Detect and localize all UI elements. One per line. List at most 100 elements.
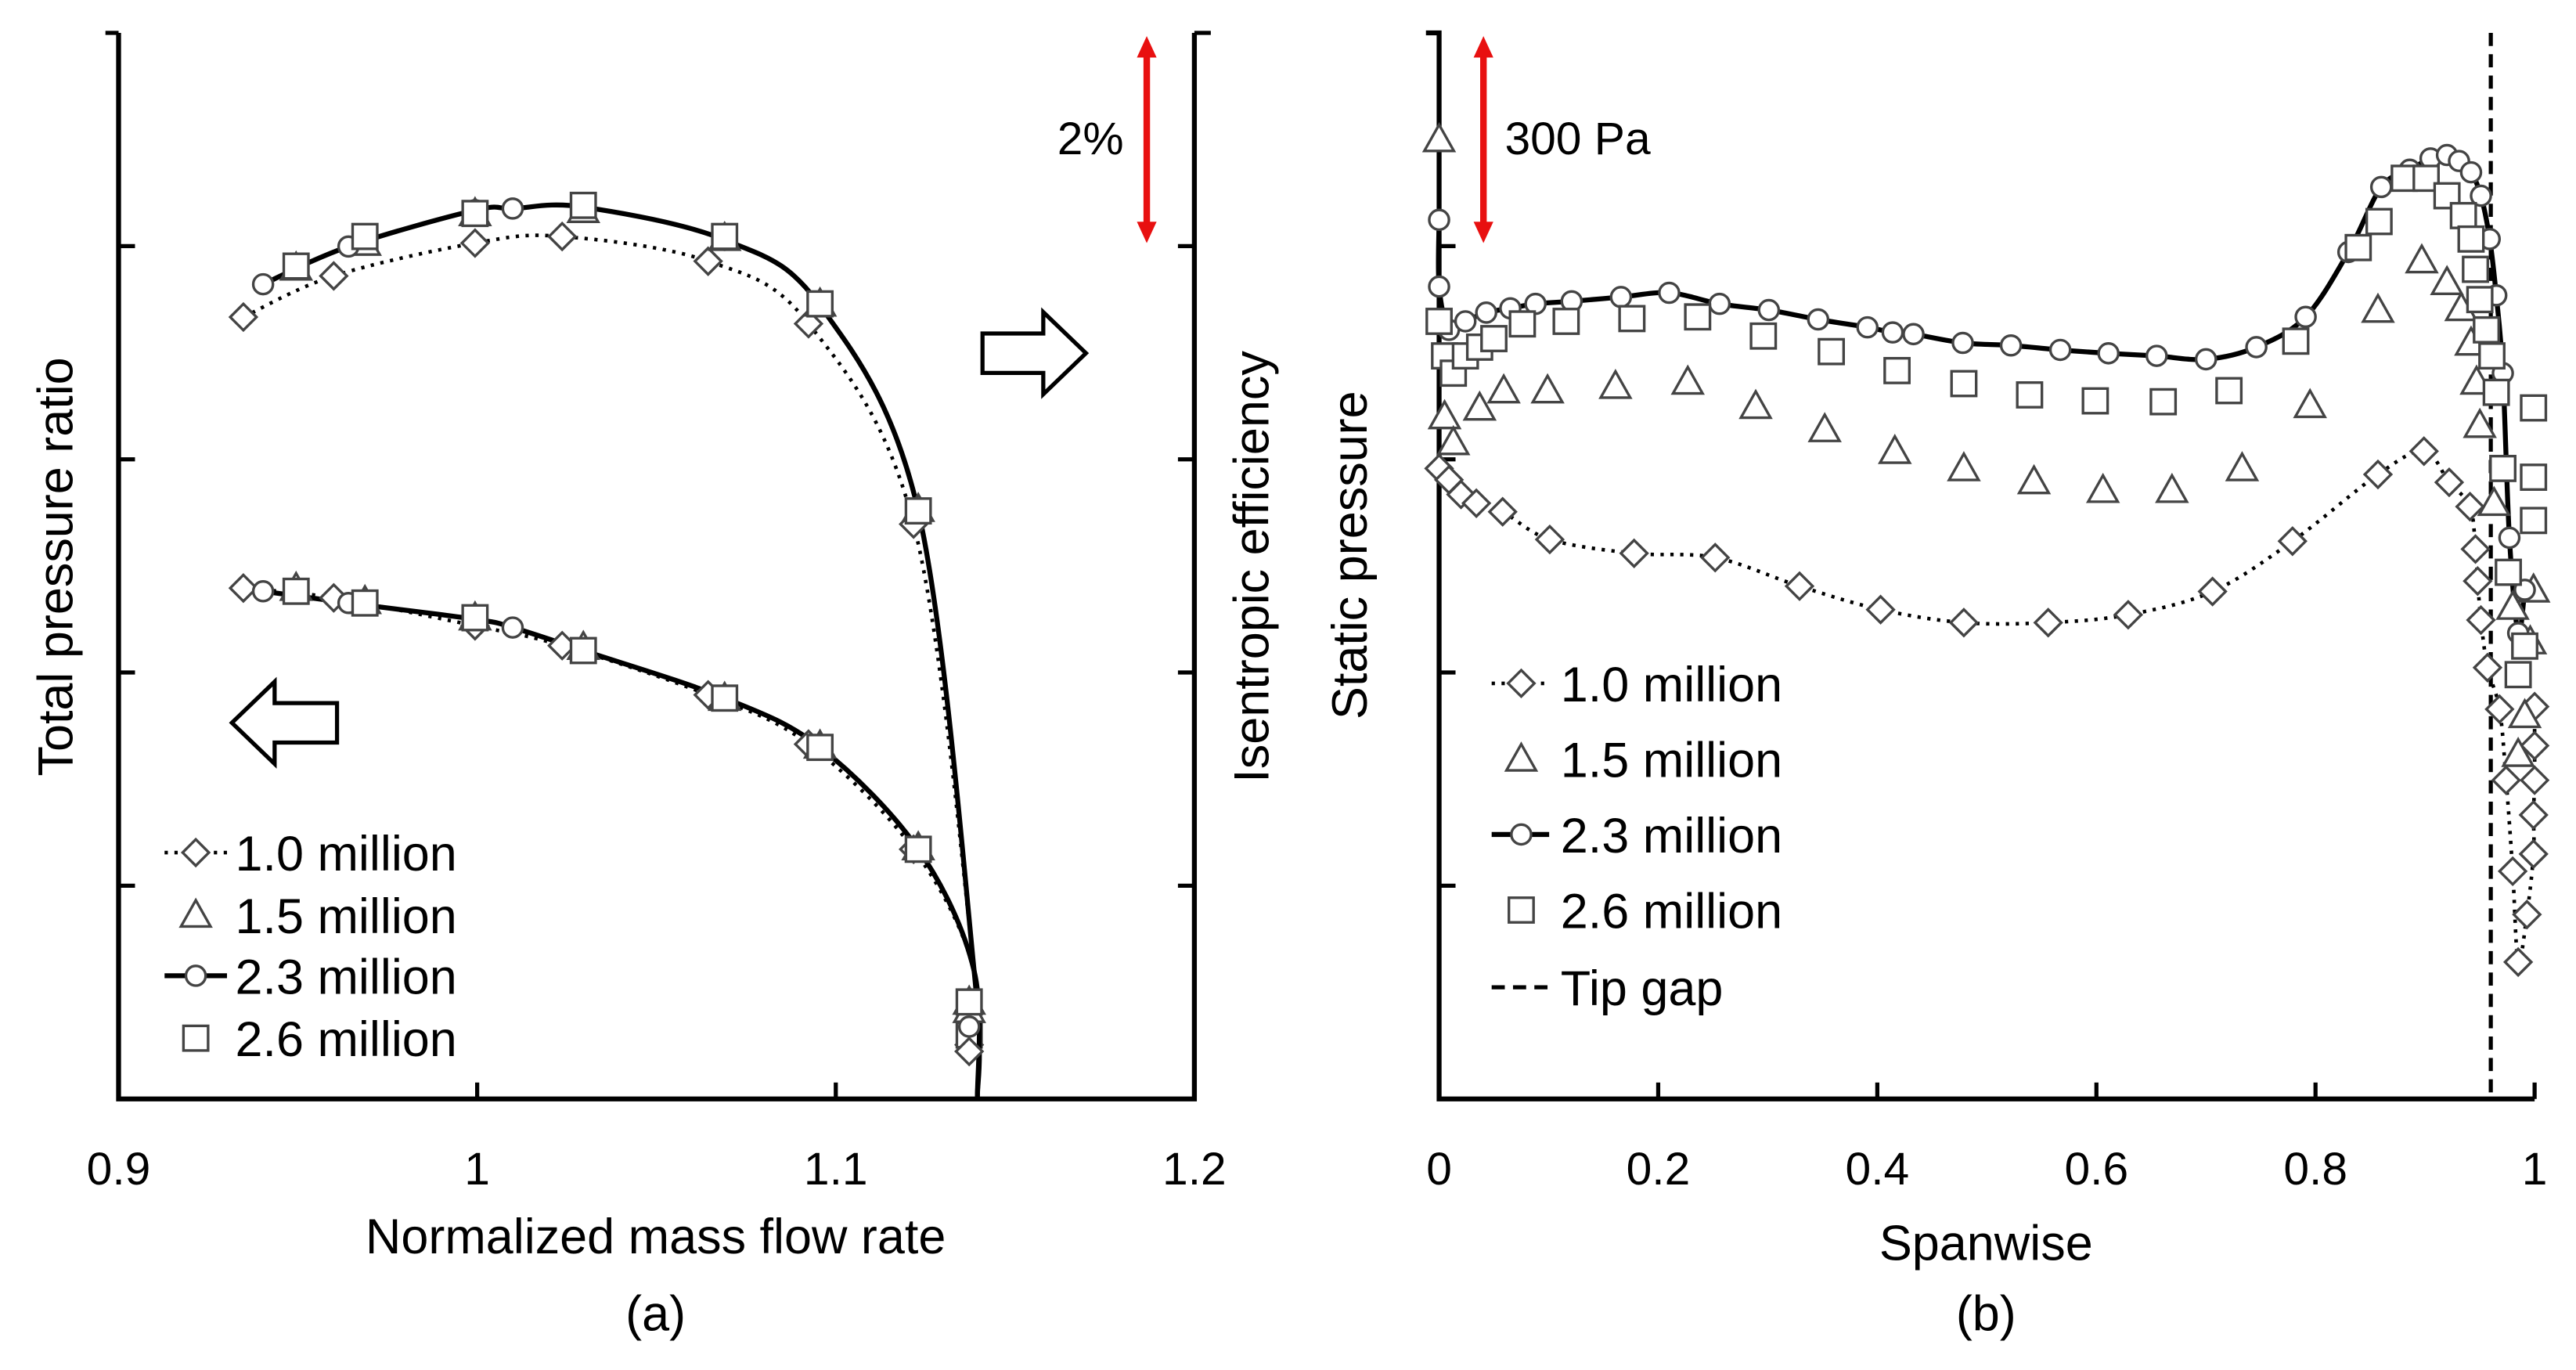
legend-label: Tip gap [1561,961,1724,1016]
data-point-square [2365,207,2393,236]
data-point-circle [1807,308,1830,331]
data-point-diamond [228,301,259,333]
series [1421,121,2551,978]
data-point-square [1684,303,1712,331]
data-point-circle [2498,526,2521,550]
data-point-square [461,200,489,228]
legend-marker-circle [1510,823,1533,846]
arrow-head-up-icon [1473,36,1493,58]
data-point-diamond [2455,491,2485,522]
data-point-diamond [459,228,491,258]
data-point-diamond [2512,900,2542,930]
legend-label: 2.6 million [1561,885,1782,939]
arrow-right-icon [980,307,1090,399]
data-point-triangle [2495,589,2530,620]
data-point-circle [501,616,524,639]
data-point-square [955,988,983,1016]
data-point-circle [2294,305,2317,329]
data-point-square [1818,337,1846,366]
data-point-square [2344,233,2372,261]
data-point-diamond [2497,856,2528,887]
arrow-head-down-icon [1137,222,1157,243]
data-point-circle [2369,175,2393,199]
legend-marker-diamond [1506,668,1537,699]
legend-marker-square [1508,896,1535,924]
data-point-diamond [2502,946,2534,978]
data-point-triangle [2405,243,2439,274]
legend-label: 2.3 million [1561,809,1782,863]
data-point-square [2433,182,2461,210]
data-point-circle [1951,331,1974,355]
data-point-circle [1757,298,1781,322]
data-point-diamond [954,1036,985,1067]
data-point-circle [2459,160,2483,184]
y-axis-title: Static pressure [1323,391,1378,719]
data-point-diamond [2484,694,2515,725]
data-point-diamond [2463,566,2493,597]
data-point-square [2016,381,2044,409]
panel-caption: (b) [1956,1287,2016,1342]
data-point-diamond [1865,594,1896,625]
axes-frame [1425,30,2535,1101]
data-point-square [2495,558,2522,586]
data-point-triangle [1947,451,1981,481]
data-point-square [2482,378,2510,406]
legend-label: 2.6 million [235,1012,456,1067]
data-point-triangle [1670,364,1706,395]
data-point-triangle [1878,434,1912,464]
data-point-diamond [2460,534,2491,564]
arrow-left-icon [229,676,340,769]
data-point-circle [1428,208,1450,232]
data-point-square [1552,308,1580,335]
data-point-diamond [1534,524,1565,555]
scale-arrow-2pct [1137,36,1157,243]
arrow-head-down-icon [1473,222,1493,243]
data-point-square [1425,308,1453,335]
x-axis-title: Normalized mass flow rate [366,1210,946,1264]
data-point-diamond [2434,467,2465,498]
data-point-square [806,290,834,318]
x-tick-label: 1 [2522,1144,2548,1195]
legend-label: 1.5 million [1561,734,1782,788]
data-point-square [904,835,932,863]
data-point-triangle [1807,412,1842,442]
arrow-head-up-icon [1137,36,1157,58]
data-point-circle [1881,321,1904,344]
data-point-square [2478,342,2506,370]
data-point-square [2520,463,2548,491]
data-point-circle [1999,333,2023,357]
data-point-circle [2048,338,2072,362]
data-point-square [2520,394,2548,422]
data-point-circle [501,197,524,220]
data-point-square [282,577,310,605]
data-point-circle [251,580,275,603]
data-point-triangle [1738,388,1773,420]
data-point-square [351,222,379,251]
data-point-square [806,734,834,762]
data-point-square [2466,286,2494,314]
legend: 1.0 million 1.5 million 2.3 million 2.6 mil… [164,827,457,1067]
data-point-triangle [2016,463,2052,495]
x-axis-title: Spanwise [1879,1216,2093,1271]
data-point-diamond [1784,571,1815,601]
data-point-square [2520,507,2548,535]
panel-caption: (a) [625,1287,686,1342]
data-point-circle [2097,342,2120,365]
y-axis-title-right: Isentropic efficiency [1224,351,1279,783]
data-point-triangle [1421,121,1457,153]
data-point-square [904,497,932,525]
data-point-square [2457,225,2485,253]
data-point-circle [2194,348,2218,371]
data-point-diamond [2277,526,2308,557]
legend-label: 1.5 million [235,889,456,944]
x-tick-label: 0.6 [2064,1144,2128,1195]
data-point-circle [1609,286,1633,308]
data-point-circle [957,1015,981,1038]
data-point-triangle [2085,472,2120,503]
data-point-triangle [1486,373,1521,404]
data-point-square [1480,325,1508,352]
data-point-diamond [2033,607,2063,638]
data-point-square [569,636,597,665]
legend-marker-triangle [1504,741,1539,772]
data-point-square [569,191,597,219]
